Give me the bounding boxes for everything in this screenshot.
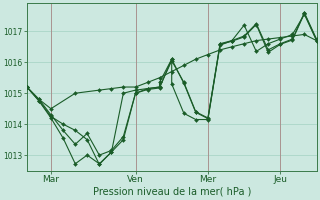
X-axis label: Pression niveau de la mer( hPa ): Pression niveau de la mer( hPa ) [92, 187, 251, 197]
